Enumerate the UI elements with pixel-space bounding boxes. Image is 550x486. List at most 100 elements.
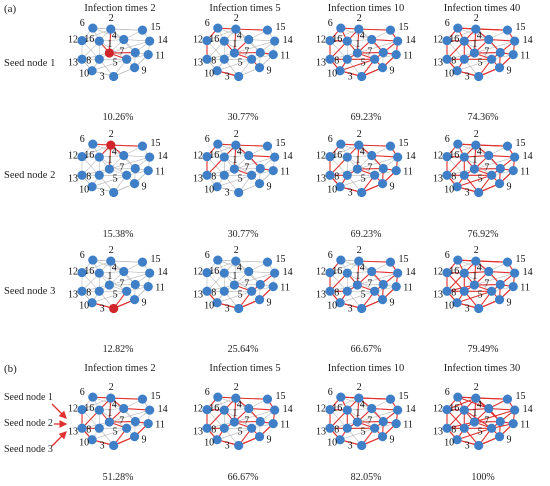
node-label-13: 13 bbox=[68, 173, 78, 184]
node-1 bbox=[352, 280, 362, 290]
node-label-9: 9 bbox=[267, 66, 272, 77]
node-label-15: 15 bbox=[398, 254, 408, 265]
infected-edge-10-5 bbox=[456, 290, 493, 304]
node-10 bbox=[87, 435, 97, 445]
node-label-11: 11 bbox=[280, 51, 290, 62]
node-label-6: 6 bbox=[445, 387, 450, 398]
node-11 bbox=[143, 419, 153, 429]
node-label-15: 15 bbox=[275, 138, 285, 149]
node-label-2: 2 bbox=[357, 129, 362, 140]
node-label-16: 16 bbox=[209, 266, 219, 277]
node-label-8: 8 bbox=[211, 424, 216, 435]
edge-10-5 bbox=[91, 290, 127, 304]
node-label-9: 9 bbox=[390, 182, 395, 193]
node-3 bbox=[357, 303, 367, 314]
node-9 bbox=[494, 179, 505, 189]
edge-12-2 bbox=[81, 144, 112, 157]
edge-13-1 bbox=[206, 284, 235, 292]
node-label-3: 3 bbox=[225, 303, 230, 314]
node-label-2: 2 bbox=[234, 382, 239, 393]
node-label-13: 13 bbox=[316, 426, 326, 437]
node-12 bbox=[442, 404, 452, 415]
node-15 bbox=[502, 394, 513, 404]
node-label-2: 2 bbox=[357, 245, 362, 256]
node-5 bbox=[370, 170, 380, 180]
node-10 bbox=[452, 182, 462, 192]
node-label-5: 5 bbox=[361, 289, 366, 300]
node-10 bbox=[87, 66, 97, 76]
node-label-8: 8 bbox=[86, 55, 91, 66]
node-3 bbox=[234, 440, 244, 451]
node-label-8: 8 bbox=[334, 171, 339, 182]
node-3 bbox=[474, 71, 484, 82]
node-2 bbox=[231, 24, 241, 34]
node-label-8: 8 bbox=[451, 287, 456, 298]
node-label-10: 10 bbox=[79, 438, 89, 449]
node-12 bbox=[77, 267, 87, 278]
edge-6-4 bbox=[340, 27, 373, 40]
node-4 bbox=[484, 34, 494, 45]
infected-edge-2-15 bbox=[110, 397, 144, 400]
node-label-8: 8 bbox=[451, 55, 456, 66]
node-label-7: 7 bbox=[367, 279, 372, 290]
node-label-3: 3 bbox=[348, 440, 353, 451]
node-7 bbox=[495, 279, 505, 290]
node-label-13: 13 bbox=[68, 426, 78, 437]
node-label-15: 15 bbox=[275, 254, 285, 265]
node-1 bbox=[352, 48, 362, 58]
pct-b-c2: 66.67% bbox=[227, 472, 259, 483]
node-12 bbox=[325, 151, 335, 162]
infected-edge-6-15 bbox=[457, 27, 509, 31]
node-label-16: 16 bbox=[332, 150, 342, 161]
node-2 bbox=[231, 393, 241, 403]
node-label-5: 5 bbox=[478, 173, 483, 184]
infected-edge-6-15 bbox=[457, 259, 509, 263]
node-label-2: 2 bbox=[234, 13, 239, 24]
node-16 bbox=[459, 405, 469, 415]
node-label-8: 8 bbox=[211, 55, 216, 66]
node-4 bbox=[244, 403, 254, 414]
node-label-14: 14 bbox=[523, 151, 533, 162]
node-11 bbox=[268, 166, 278, 176]
node-13 bbox=[202, 286, 212, 296]
node-15 bbox=[385, 394, 396, 404]
node-15 bbox=[502, 25, 513, 35]
node-label-6: 6 bbox=[80, 387, 85, 398]
node-label-6: 6 bbox=[328, 387, 333, 398]
node-8 bbox=[459, 54, 469, 64]
node-10 bbox=[335, 182, 345, 192]
row-label-seed-3: Seed node 3 bbox=[4, 286, 56, 297]
node-3 bbox=[109, 187, 119, 198]
node-12 bbox=[442, 35, 452, 46]
node-15 bbox=[262, 394, 273, 404]
node-15 bbox=[137, 25, 148, 35]
node-label-2: 2 bbox=[474, 382, 479, 393]
node-14 bbox=[393, 405, 403, 415]
node-label-10: 10 bbox=[327, 301, 337, 312]
node-3 bbox=[234, 71, 244, 82]
node-14 bbox=[145, 268, 155, 278]
edge-13-1 bbox=[446, 52, 475, 60]
node-label-15: 15 bbox=[150, 391, 160, 402]
node-label-14: 14 bbox=[158, 151, 168, 162]
node-label-7: 7 bbox=[244, 279, 249, 290]
node-label-5: 5 bbox=[238, 57, 243, 68]
node-10 bbox=[212, 66, 222, 76]
node-16 bbox=[219, 152, 229, 162]
node-label-12: 12 bbox=[68, 404, 78, 415]
node-label-6: 6 bbox=[445, 18, 450, 29]
node-1 bbox=[469, 164, 479, 174]
node-label-1: 1 bbox=[472, 39, 477, 50]
node-1 bbox=[104, 280, 114, 290]
node-9 bbox=[254, 179, 265, 189]
node-label-3: 3 bbox=[100, 440, 105, 451]
pct-a-r1-c4: 74.36% bbox=[467, 112, 499, 123]
node-2 bbox=[106, 24, 116, 34]
node-4 bbox=[244, 34, 254, 45]
node-6 bbox=[336, 392, 346, 402]
node-label-3: 3 bbox=[100, 187, 105, 198]
node-12 bbox=[77, 35, 87, 46]
node-label-12: 12 bbox=[433, 35, 443, 46]
